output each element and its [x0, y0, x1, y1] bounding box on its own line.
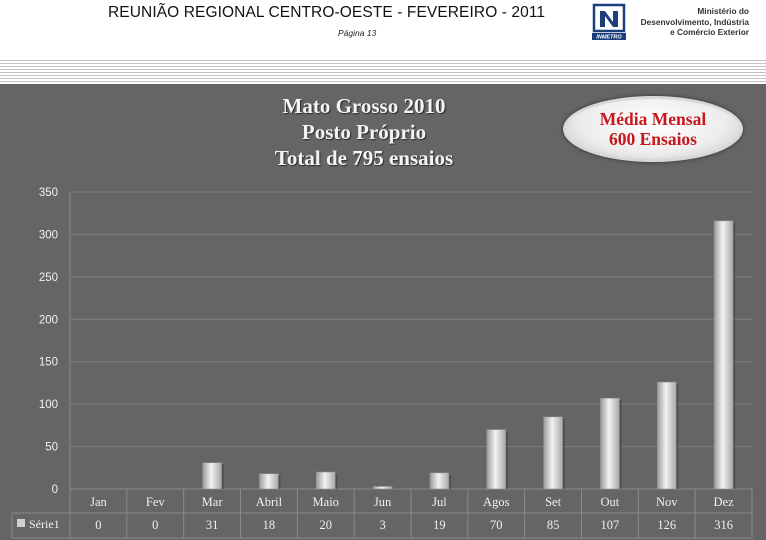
table-value-label: 31 — [206, 518, 219, 532]
x-category-label: Dez — [714, 495, 735, 509]
ministry-line: e Comércio Exterior — [670, 27, 749, 37]
chart-title-line: Total de 795 ensaios — [274, 146, 454, 170]
inmetro-logo-icon: INMETRO — [592, 3, 626, 41]
table-value-label: 0 — [152, 518, 158, 532]
y-tick-label: 150 — [39, 357, 58, 369]
bar — [656, 381, 677, 490]
y-tick-label: 250 — [39, 272, 58, 284]
y-tick-label: 300 — [39, 229, 58, 241]
table-value-label: 3 — [379, 518, 385, 532]
x-category-label: Agos — [483, 495, 510, 509]
header-title: REUNIÃO REGIONAL CENTRO-OESTE - FEVEREIR… — [108, 4, 546, 21]
x-category-label: Fev — [146, 495, 166, 509]
x-category-label: Jul — [432, 495, 447, 509]
table-value-label: 20 — [320, 518, 333, 532]
bar — [259, 473, 279, 490]
bar — [543, 416, 563, 490]
bar — [713, 220, 734, 490]
table-value-label: 316 — [714, 518, 733, 532]
badge-line: Média Mensal — [599, 109, 707, 129]
y-tick-label: 100 — [39, 399, 58, 411]
chart-title-line: Mato Grosso 2010 — [282, 94, 446, 118]
x-category-label: Abril — [256, 495, 283, 509]
table-value-label: 19 — [433, 518, 446, 532]
table-value-label: 0 — [95, 518, 101, 532]
page-number: Página 13 — [338, 28, 377, 38]
table-value-label: 107 — [601, 518, 620, 532]
x-category-label: Jan — [90, 495, 107, 509]
x-category-label: Out — [601, 495, 620, 509]
table-value-label: 126 — [657, 518, 676, 532]
x-category-label: Set — [545, 495, 562, 509]
bar — [372, 486, 393, 490]
bar — [202, 462, 222, 490]
table-value-label: 85 — [547, 518, 560, 532]
bar — [600, 397, 620, 490]
table-value-label: 18 — [263, 518, 276, 532]
header-stripes — [0, 60, 766, 84]
legend-swatch — [17, 519, 25, 527]
y-tick-label: 200 — [39, 314, 58, 326]
chart-title-line: Posto Próprio — [301, 120, 427, 144]
ministry-block: Ministério do Desenvolvimento, Indústria… — [641, 6, 749, 38]
logo-text: INMETRO — [596, 35, 622, 41]
y-tick-label: 350 — [39, 187, 58, 199]
x-category-label: Maio — [313, 495, 339, 509]
y-tick-label: 50 — [45, 442, 58, 454]
badge-line: 600 Ensaios — [608, 129, 697, 149]
x-category-label: Mar — [202, 495, 224, 509]
chart-title: Mato Grosso 2010 Posto Próprio Total de … — [214, 93, 514, 171]
bar — [486, 429, 507, 490]
monthly-average-badge: Média Mensal 600 Ensaios — [563, 96, 743, 162]
table-value-label: 70 — [490, 518, 503, 532]
y-tick-label: 0 — [52, 484, 58, 496]
legend-series-label: Série1 — [29, 517, 60, 531]
bar — [429, 472, 450, 490]
inmetro-logo: INMETRO — [592, 3, 626, 41]
bar — [315, 471, 336, 490]
x-category-label: Jun — [374, 495, 392, 509]
ministry-line: Desenvolvimento, Indústria — [640, 16, 749, 27]
ministry-line: Ministério do — [697, 6, 749, 16]
x-category-label: Nov — [656, 495, 678, 509]
